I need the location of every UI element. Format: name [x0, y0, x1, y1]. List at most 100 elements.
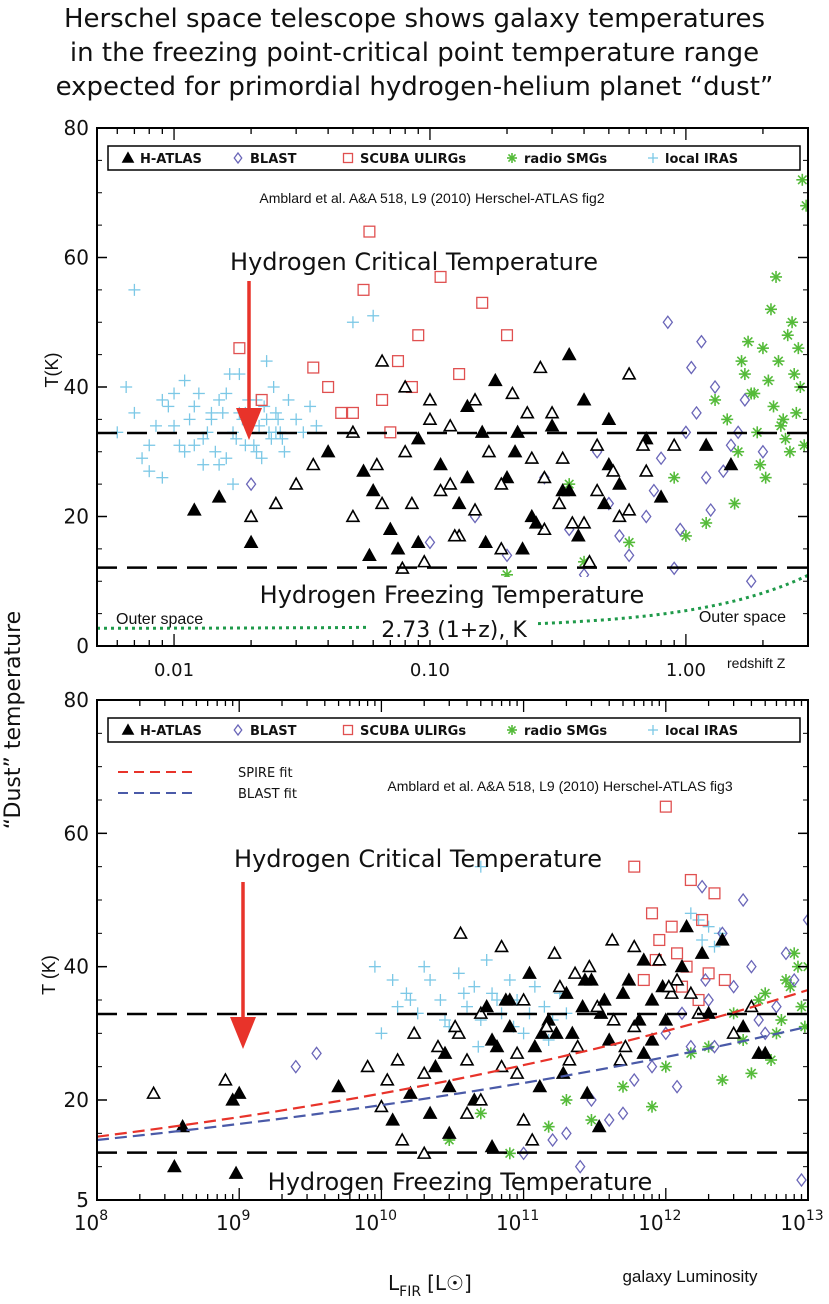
p2-x-tick-label: 1013	[780, 1208, 823, 1235]
p2-h-atlas-point	[621, 972, 637, 986]
p1-h-atlas-point	[460, 398, 475, 413]
p1-scuba-point	[500, 329, 514, 342]
p1-iras-point	[290, 413, 303, 426]
p1-h-atlas-point	[474, 424, 490, 438]
p2-iras-point	[404, 994, 417, 1006]
p1-axes-frame	[96, 127, 809, 647]
p1-h-atlas-point	[524, 450, 540, 464]
p2-blast-point	[703, 992, 714, 1008]
p2-h-atlas-point	[406, 1025, 422, 1039]
p1-outer-space-right: Outer space	[699, 609, 786, 626]
p2-iras-point	[368, 960, 381, 973]
p2-spire-fit-label: SPIRE fit	[238, 766, 293, 781]
p1-scuba-point	[233, 342, 246, 355]
p2-blast-fit-line	[97, 1025, 808, 1142]
p1-iras-point	[253, 419, 266, 432]
p1-radio-point	[777, 413, 790, 426]
p1-iras-point	[216, 406, 229, 419]
p1-blast-point	[614, 528, 625, 544]
p2-radio-point	[716, 1074, 729, 1086]
p1-h-atlas-point	[390, 541, 406, 555]
p2-h-atlas-point	[626, 939, 642, 953]
p1-radio-point	[709, 393, 722, 406]
p2-h-atlas-point	[644, 992, 660, 1006]
p2-h-atlas-point	[575, 999, 590, 1013]
p2-critical-label: Hydrogen Critical Temperature	[234, 845, 602, 873]
p1-legend: H-ATLAS BLAST SCUBA ULIRGs radio SMGs local …	[121, 151, 738, 167]
p1-y-tick-labels: 0 20 40 60 80	[64, 116, 89, 658]
p2-legend-blast-label: BLAST	[250, 724, 297, 739]
p1-legend-h-atlas-label: H-ATLAS	[140, 152, 202, 167]
p1-arrow-head	[236, 408, 262, 440]
p2-legend-h-atlas-label: H-ATLAS	[140, 724, 202, 739]
p1-h-atlas-point	[612, 476, 627, 490]
p2-y-tick-label: 60	[64, 821, 89, 845]
p2-h-atlas-point	[559, 985, 574, 999]
p1-iras-point	[255, 452, 268, 465]
p1-h-atlas-point	[433, 482, 448, 497]
p1-y-tick-label: 80	[64, 116, 89, 140]
p2-ylabel: T (K)	[39, 955, 59, 995]
p1-blast-point	[732, 425, 744, 440]
p1-h-atlas-point	[410, 534, 426, 549]
p2-radio-point	[798, 1020, 808, 1033]
p2-h-atlas-point	[231, 1085, 247, 1099]
p2-blast-fit-label: BLAST fit	[238, 787, 297, 802]
p2-h-atlas-point	[661, 979, 677, 993]
p2-iras-point	[474, 860, 487, 873]
p1-h-atlas-point	[442, 476, 458, 490]
p1-iras-point	[260, 355, 273, 368]
p2-iras-point	[490, 994, 503, 1006]
p2-h-atlas-point	[473, 1092, 489, 1106]
p1-blast-point	[725, 438, 737, 453]
p2-blast-point	[617, 1106, 629, 1121]
p1-h-atlas-point	[493, 476, 509, 490]
p2-radio-point	[585, 1114, 598, 1126]
p1-iras-point	[282, 393, 295, 406]
p2-iras-point	[438, 1014, 451, 1026]
p2-spire-fit-line	[97, 988, 808, 1138]
p1-y-tick-label: 60	[64, 246, 89, 270]
p2-h-atlas-point	[606, 1012, 622, 1026]
p1-radio-point	[721, 413, 734, 426]
p2-h-atlas-point	[636, 952, 652, 966]
p2-iras-point	[692, 914, 705, 926]
p1-x-tick-label: 0.10	[410, 660, 450, 681]
p1-blast-point	[680, 425, 692, 440]
p2-scuba-point	[645, 907, 659, 920]
p1-iras-point	[149, 419, 162, 432]
p1-radio-point	[796, 173, 808, 186]
p1-h-atlas-point	[621, 366, 637, 380]
p2-radio-point	[795, 1000, 808, 1013]
p2-h-atlas-point	[167, 1159, 182, 1173]
p1-scuba-point	[376, 393, 389, 406]
p2-legend-radio-icon	[507, 725, 517, 735]
p1-iras-point	[128, 283, 141, 296]
p2-blast-point	[759, 1026, 771, 1041]
p2-h-atlas-point	[331, 1079, 346, 1093]
p1-blast-point	[640, 509, 652, 524]
p2-h-atlas-point	[701, 1005, 716, 1019]
p2-legend: H-ATLAS BLAST SCUBA ULIRGs radio SMGs local …	[121, 723, 738, 739]
p2-scuba-point	[696, 913, 709, 927]
p2-legend-scuba-label: SCUBA ULIRGs	[360, 724, 466, 739]
p1-radio-point	[779, 432, 792, 445]
p2-iras-point	[542, 1034, 555, 1046]
p1-h-atlas-point	[507, 444, 523, 458]
chart-panel-luminosity: T (K) 5 20 40 60 80 108 109 1010 1011 1012 1013 H…	[39, 688, 824, 1300]
p1-freezing-label: Hydrogen Freezing Temperature	[260, 581, 645, 609]
p1-blast-point	[674, 522, 686, 537]
p1-iras-point	[156, 471, 169, 484]
p2-legend-scuba-icon	[342, 724, 354, 736]
p1-blast-point	[739, 392, 751, 408]
p1-iras-point	[143, 439, 156, 452]
p1-radio-point	[800, 199, 808, 212]
p2-blast-point	[628, 1072, 640, 1088]
p1-h-atlas-point	[481, 444, 497, 458]
p1-radio-point	[792, 342, 805, 355]
p2-h-atlas-point	[570, 1039, 586, 1053]
p1-h-atlas-point	[555, 450, 571, 464]
p1-iras-point	[168, 419, 181, 432]
p2-h-atlas-point	[509, 1065, 525, 1079]
p1-legend-radio-icon	[507, 153, 517, 163]
